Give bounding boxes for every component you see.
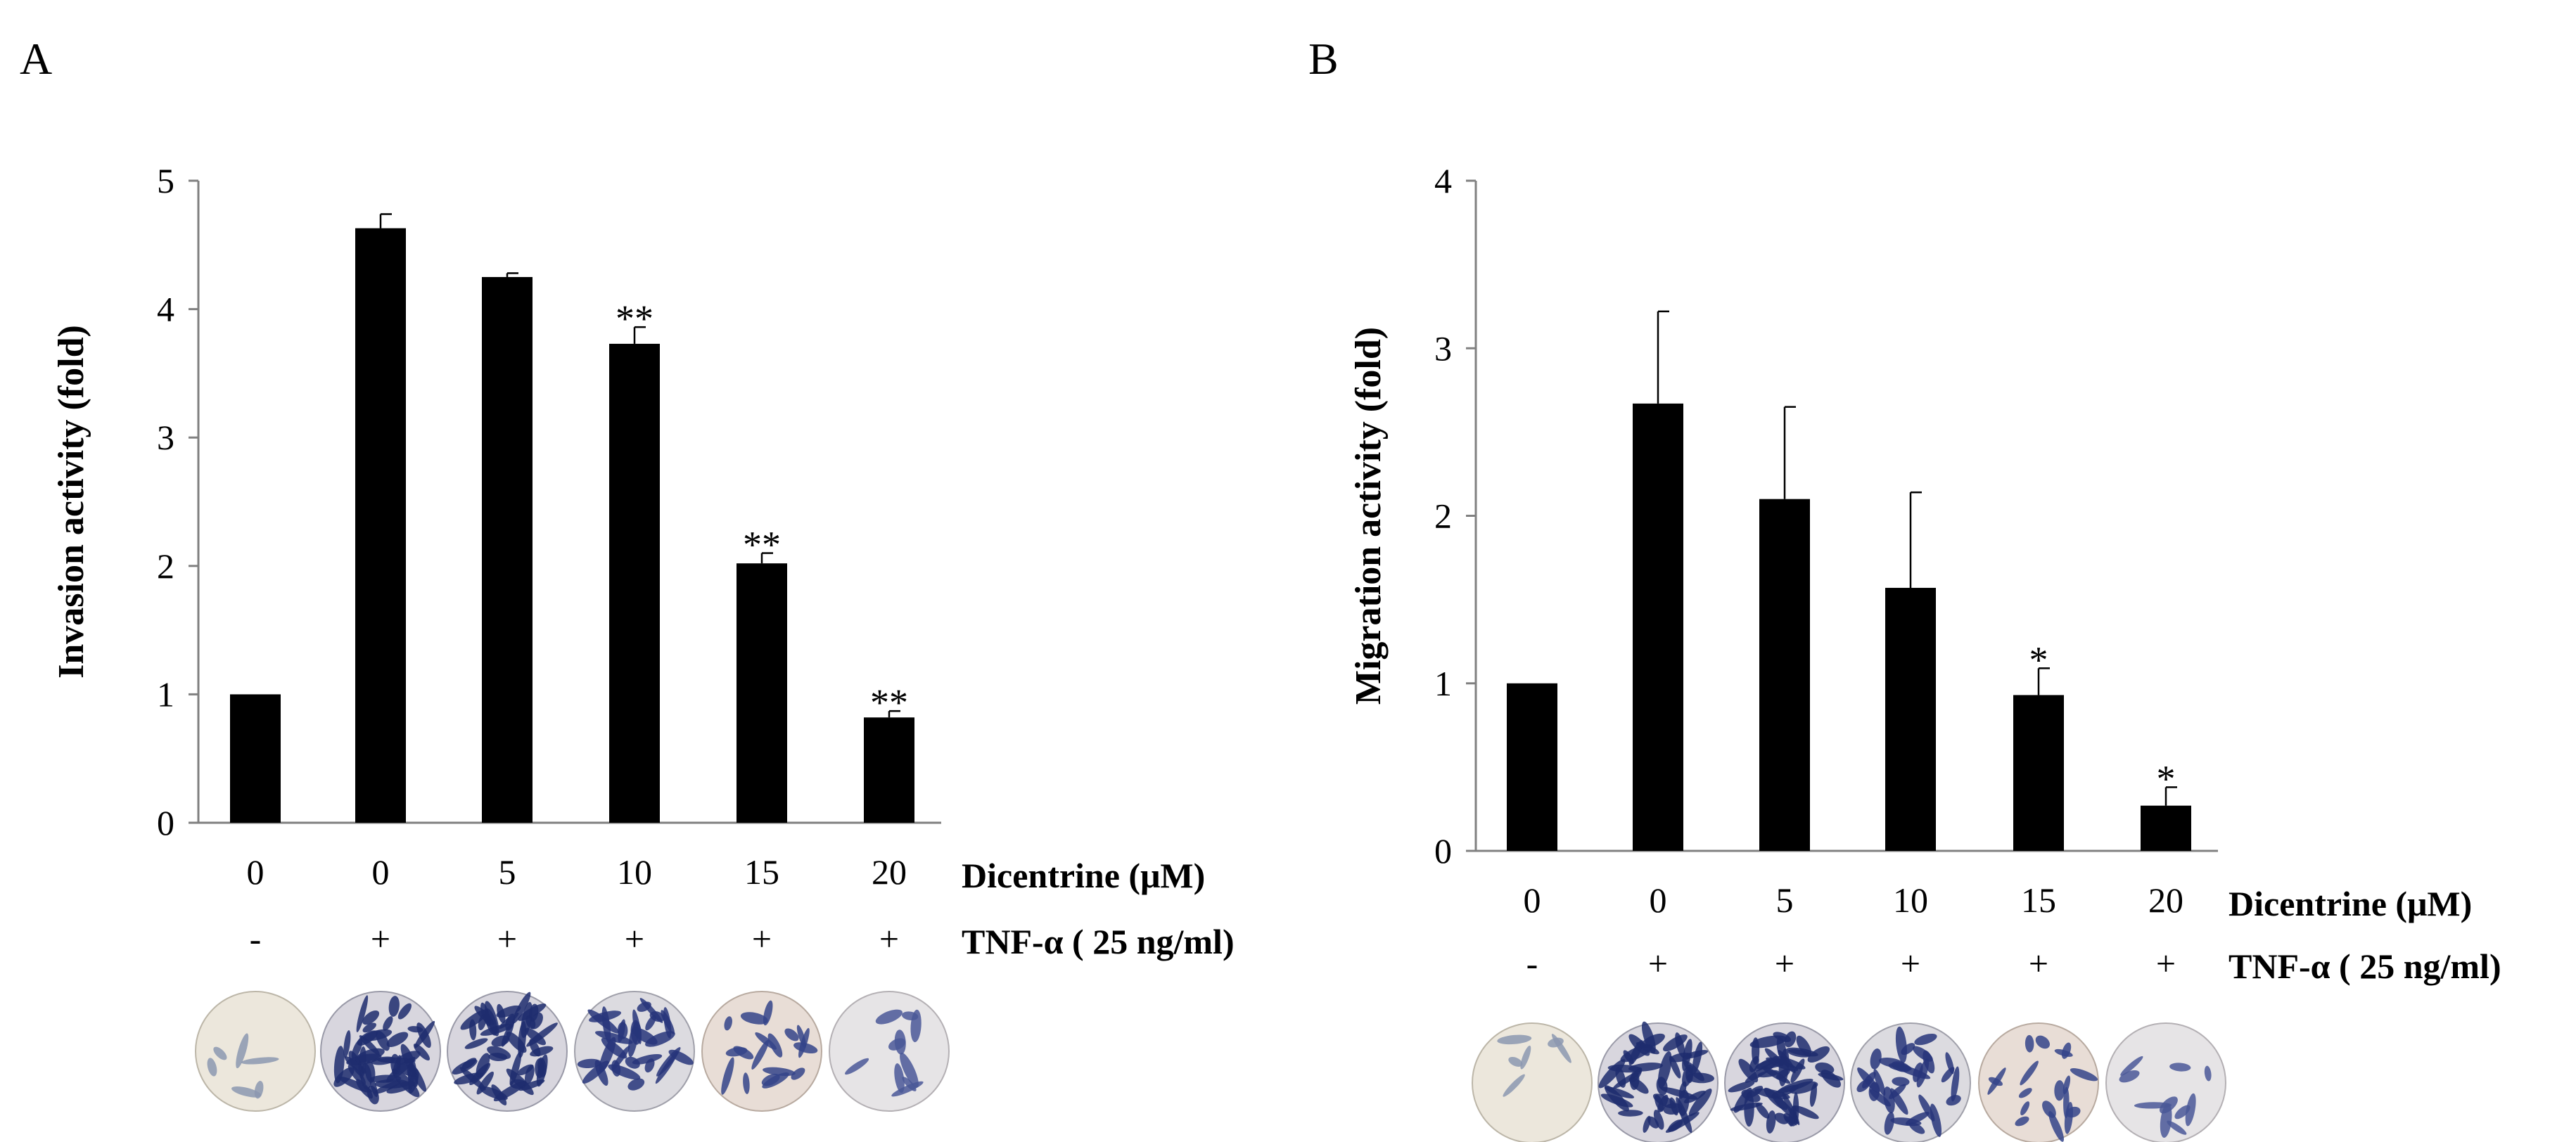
dicentrine-row-label: Dicentrine (μM) <box>962 856 1205 895</box>
y-axis-label: Migration activity (fold) <box>1348 327 1389 705</box>
significance-marker: ** <box>616 297 653 340</box>
y-tick-label: 1 <box>157 674 174 714</box>
x-category-label: 0 <box>1524 880 1541 920</box>
y-tick-label: 0 <box>1434 831 1452 871</box>
tnf-mark: + <box>2029 944 2048 983</box>
panel-label: A <box>20 34 52 84</box>
panel-b: B 0 1 2 3 4 Migration activity (fold) 0 - 0 +5 +10 +… <box>1308 34 2501 1142</box>
bar <box>230 694 281 823</box>
significance-marker: * <box>2029 639 2048 681</box>
well-sparse-migration-icon <box>2105 1022 2226 1142</box>
y-tick-label: 5 <box>157 161 174 200</box>
tnf-row-label: TNF-α ( 25 ng/ml) <box>962 922 1235 961</box>
y-tick-label: 4 <box>1434 161 1452 200</box>
x-category-label: 10 <box>617 852 652 892</box>
y-tick-label: 1 <box>1434 664 1452 703</box>
well-dense-migration-icon <box>1724 1022 1845 1142</box>
panel-label: B <box>1308 34 1339 84</box>
well-dense-invasion-icon <box>320 991 441 1112</box>
well-medium-migration-icon <box>1850 1022 1971 1142</box>
significance-marker: * <box>2157 757 2176 800</box>
bar <box>1885 587 1936 851</box>
bar <box>864 717 914 823</box>
well-medium-invasion-icon <box>574 991 695 1112</box>
tnf-mark: + <box>497 919 517 958</box>
tnf-mark: - <box>1526 944 1538 983</box>
tnf-row-label: TNF-α ( 25 ng/ml) <box>2229 947 2501 986</box>
well-control-sparse-icon <box>195 991 316 1112</box>
well-dense-migration-icon <box>1598 1021 1719 1142</box>
x-category-label: 15 <box>2021 880 2056 920</box>
x-category-label: 0 <box>372 852 390 892</box>
tnf-mark: + <box>371 919 390 958</box>
bar <box>1633 403 1683 851</box>
well-light-migration-icon <box>1978 1022 2099 1142</box>
x-category-label: 0 <box>247 852 264 892</box>
bar <box>2013 695 2064 851</box>
tnf-mark: + <box>2156 944 2176 983</box>
y-tick-label: 4 <box>157 290 174 329</box>
well-control-sparse-icon <box>1472 1022 1593 1142</box>
tnf-mark: + <box>1901 944 1920 983</box>
x-category-label: 5 <box>499 852 516 892</box>
dicentrine-row-label: Dicentrine (μM) <box>2229 884 2472 923</box>
significance-marker: ** <box>870 681 908 724</box>
bar <box>2141 805 2191 851</box>
x-category-label: 5 <box>1776 880 1794 920</box>
tnf-mark: - <box>250 919 262 958</box>
well-dense-invasion-icon <box>447 991 568 1112</box>
x-category-label: 20 <box>872 852 907 892</box>
y-axis-label: Invasion activity (fold) <box>51 325 91 679</box>
y-tick-label: 2 <box>1434 496 1452 536</box>
significance-marker: ** <box>743 524 781 566</box>
bar <box>1759 499 1810 851</box>
well-light-invasion-icon <box>701 991 822 1112</box>
x-category-label: 10 <box>1893 880 1928 920</box>
tnf-mark: + <box>879 919 899 958</box>
bar <box>737 563 787 823</box>
tnf-mark: + <box>752 919 772 958</box>
bar <box>482 276 533 823</box>
y-tick-label: 2 <box>157 546 174 586</box>
x-category-label: 0 <box>1650 880 1667 920</box>
y-tick-label: 3 <box>157 418 174 457</box>
bar <box>609 343 660 823</box>
bar <box>355 228 406 823</box>
tnf-mark: + <box>625 919 644 958</box>
bar <box>1507 683 1557 851</box>
y-tick-label: 0 <box>157 803 174 842</box>
well-sparse-invasion-icon <box>829 991 950 1112</box>
y-tick-label: 3 <box>1434 328 1452 368</box>
x-category-label: 20 <box>2148 880 2183 920</box>
tnf-mark: + <box>1648 944 1668 983</box>
panel-a: A 0 1 2 3 4 5 Invasion activity (fold) 0 - 0 +5 + ** 1… <box>20 34 1235 1112</box>
tnf-mark: + <box>1775 944 1794 983</box>
x-category-label: 15 <box>744 852 779 892</box>
